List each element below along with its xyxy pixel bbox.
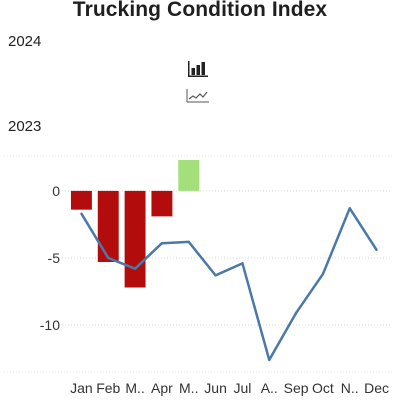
line-point (241, 262, 244, 265)
bar-2024 (151, 190, 173, 217)
bar-2024 (124, 190, 146, 288)
bar-2024 (70, 190, 92, 210)
y-tick-label: 0 (52, 183, 60, 199)
line-point (187, 240, 190, 244)
line-point (160, 242, 164, 245)
x-tick-label: Jul (233, 380, 251, 396)
x-tick-label: A.. (261, 380, 278, 396)
line-point (80, 212, 83, 215)
year-label-2024: 2024 (8, 33, 42, 50)
bar-chart-icon[interactable] (187, 61, 209, 77)
x-tick-label: N.. (341, 380, 359, 396)
x-tick-label: Oct (312, 380, 334, 396)
x-tick-label: Sep (284, 380, 309, 396)
y-tick-label: -10 (40, 317, 60, 333)
x-axis-ticks: Jan Feb M.. Apr M.. Jun Jul A.. Sep Oct N.. Dec (70, 380, 389, 396)
y-axis-ticks: 0 -5 -10 (40, 183, 60, 333)
line-series-2023 (80, 207, 378, 362)
line-point (268, 358, 271, 362)
line-point (107, 256, 110, 260)
chart-title: Trucking Condition Index (72, 0, 328, 21)
x-tick-label: M.. (179, 380, 198, 396)
line-chart-icon[interactable] (186, 89, 210, 103)
line-2023 (80, 207, 378, 362)
x-tick-label: Jun (204, 380, 227, 396)
line-point (214, 274, 217, 277)
line-point (133, 267, 137, 270)
line-point (375, 248, 378, 252)
y-tick-label: -5 (48, 250, 61, 266)
x-tick-label: Dec (364, 380, 389, 396)
bar-2024 (97, 190, 119, 262)
line-point (348, 207, 351, 210)
bar-2024 (178, 160, 200, 191)
year-label-2023: 2023 (8, 118, 42, 135)
line-point (294, 311, 298, 315)
x-tick-label: Jan (70, 380, 93, 396)
x-tick-label: Apr (151, 380, 173, 396)
line-point (321, 272, 325, 276)
x-tick-label: M.. (125, 380, 144, 396)
x-tick-label: Feb (96, 380, 120, 396)
trucking-index-chart: 0 -5 -10 Jan Feb M.. Apr M.. Jun Jul A.. Sep Oct N..… (4, 155, 392, 396)
